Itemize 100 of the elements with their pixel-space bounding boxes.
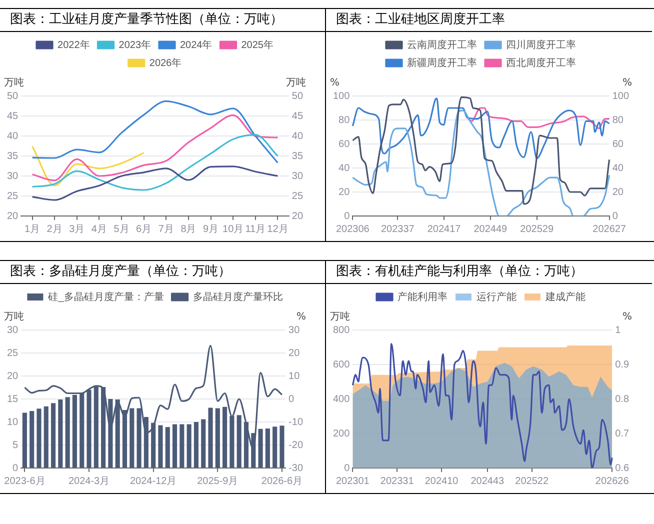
y-tick-label: 0 (12, 462, 19, 474)
x-tick-label: 202449 (474, 224, 508, 235)
x-tick-label: 202410 (424, 476, 459, 487)
y-tick-label: 600 (332, 359, 350, 370)
x-tick-label: 2024-12月 (130, 476, 177, 487)
y2-tick-label: 1 (615, 324, 622, 336)
y-tick-label: 45 (7, 110, 19, 122)
y-tick-label: 400 (332, 394, 350, 405)
legend-label: 2024年 (180, 38, 212, 51)
x-tick-label: 202522 (515, 476, 549, 487)
y-tick-label: 20 (7, 210, 19, 222)
y2-tick-label: 30 (288, 324, 300, 336)
legend-label: 建成产能 (544, 290, 586, 303)
y-tick-label: 50 (7, 90, 19, 102)
y-tick-label: 200 (332, 428, 350, 440)
y-tick-label: 35 (7, 150, 19, 162)
x-tick-label: 202529 (520, 224, 554, 235)
x-tick-label: 11月 (245, 224, 266, 235)
legend-label: 云南周度开工率 (407, 38, 477, 51)
y2-tick-label: 0 (612, 210, 618, 222)
legend-label: 运行产能 (476, 290, 516, 303)
x-tick-label: 202627 (592, 224, 626, 235)
y2-axis-title: % (622, 78, 632, 89)
y2-tick-label: 100 (612, 90, 630, 102)
x-tick-label: 9月 (203, 224, 219, 235)
x-tick-label: 1月 (24, 224, 40, 235)
chart-title: 图表：工业硅地区周度开工率 (326, 9, 652, 32)
x-tick-label: 10月 (222, 224, 244, 235)
legend-label: 2025年 (241, 38, 274, 51)
y2-tick-label: 80 (612, 114, 624, 126)
y-axis-title: % (330, 78, 340, 89)
legend-label: 产能利用率 (398, 290, 448, 303)
y-tick-label: 30 (7, 170, 19, 182)
x-tick-label: 7月 (158, 224, 174, 235)
y2-tick-label: 20 (292, 210, 304, 222)
y2-tick-label: 60 (612, 138, 624, 150)
chart-title: 图表：工业硅月度产量季节性图（单位：万吨） (0, 9, 325, 32)
chart-title: 图表：有机硅产能与利用率（单位：万吨） (326, 261, 652, 284)
legend-label: 2026年 (149, 56, 182, 69)
y-tick-label: 25 (7, 190, 19, 202)
x-tick-label: 202417 (427, 224, 462, 235)
x-tick-label: 5月 (114, 224, 130, 235)
y-tick-label: 5 (12, 440, 19, 451)
y2-tick-label: -20 (288, 440, 304, 451)
y2-axis-title: 万吨 (286, 76, 306, 89)
legend-label: 四川周度开工率 (506, 38, 576, 51)
legend-label: 2023年 (118, 38, 152, 51)
y-tick-label: 60 (338, 138, 350, 150)
y2-tick-label: 40 (292, 130, 304, 142)
legend-label: 2022年 (58, 38, 90, 51)
y-tick-label: 25 (7, 348, 19, 359)
y2-tick-label: 35 (292, 150, 304, 162)
y-tick-label: 0 (344, 462, 350, 474)
x-tick-label: 2023-6月 (4, 476, 46, 487)
y2-tick-label: 0.6 (615, 462, 630, 474)
y2-tick-label: 0.9 (615, 359, 630, 370)
y2-tick-label: -10 (288, 416, 304, 428)
x-tick-label: 202331 (380, 476, 414, 487)
y2-tick-label: 25 (292, 190, 304, 202)
y2-tick-label: 0.8 (615, 394, 630, 405)
legend-label: 西北周度开工率 (506, 56, 576, 69)
y-axis-title: 万吨 (4, 76, 24, 89)
x-tick-label: 2026-6月 (261, 476, 303, 487)
y-tick-label: 800 (332, 324, 350, 336)
y-axis-title: 万吨 (4, 310, 24, 323)
y2-tick-label: 30 (292, 170, 304, 182)
y2-tick-label: 50 (292, 90, 304, 102)
x-tick-label: 3月 (69, 224, 85, 235)
x-tick-label: 202306 (336, 224, 370, 235)
y-tick-label: 0 (344, 210, 350, 222)
y-tick-label: 10 (7, 416, 19, 428)
chart-title: 图表：多晶硅月度产量（单位：万吨） (0, 261, 325, 284)
y-tick-label: 80 (338, 114, 350, 126)
y2-tick-label: 20 (288, 348, 300, 359)
x-tick-label: 4月 (91, 224, 107, 235)
y2-tick-label: 0 (288, 394, 295, 405)
y2-axis-title: % (622, 312, 632, 323)
legend-label: 硅_多晶硅月度产量：产量 (47, 290, 164, 303)
y2-axis-title: % (296, 312, 306, 323)
x-tick-label: 12月 (267, 224, 288, 235)
legend-label: 新疆周度开工率 (407, 56, 477, 69)
x-tick-label: 202301 (336, 476, 370, 487)
y2-tick-label: 0.7 (615, 428, 630, 440)
y2-tick-label: 40 (612, 162, 624, 174)
x-tick-label: 2月 (46, 224, 62, 235)
x-tick-label: 2025-9月 (197, 476, 238, 487)
x-tick-label: 6月 (136, 224, 152, 235)
y2-tick-label: -30 (288, 462, 304, 474)
y2-tick-label: 10 (288, 370, 300, 382)
x-tick-label: 2024-3月 (68, 476, 110, 487)
y-tick-label: 15 (7, 394, 19, 405)
y-tick-label: 30 (7, 324, 19, 336)
legend-label: 多晶硅月度产量环比 (192, 290, 283, 303)
y-tick-label: 100 (332, 90, 350, 102)
y2-tick-label: 20 (612, 186, 624, 198)
y-tick-label: 20 (338, 186, 350, 198)
x-tick-label: 202337 (380, 224, 415, 235)
y-tick-label: 40 (338, 162, 350, 174)
x-tick-label: 202626 (595, 476, 630, 487)
y2-tick-label: 45 (292, 110, 304, 122)
